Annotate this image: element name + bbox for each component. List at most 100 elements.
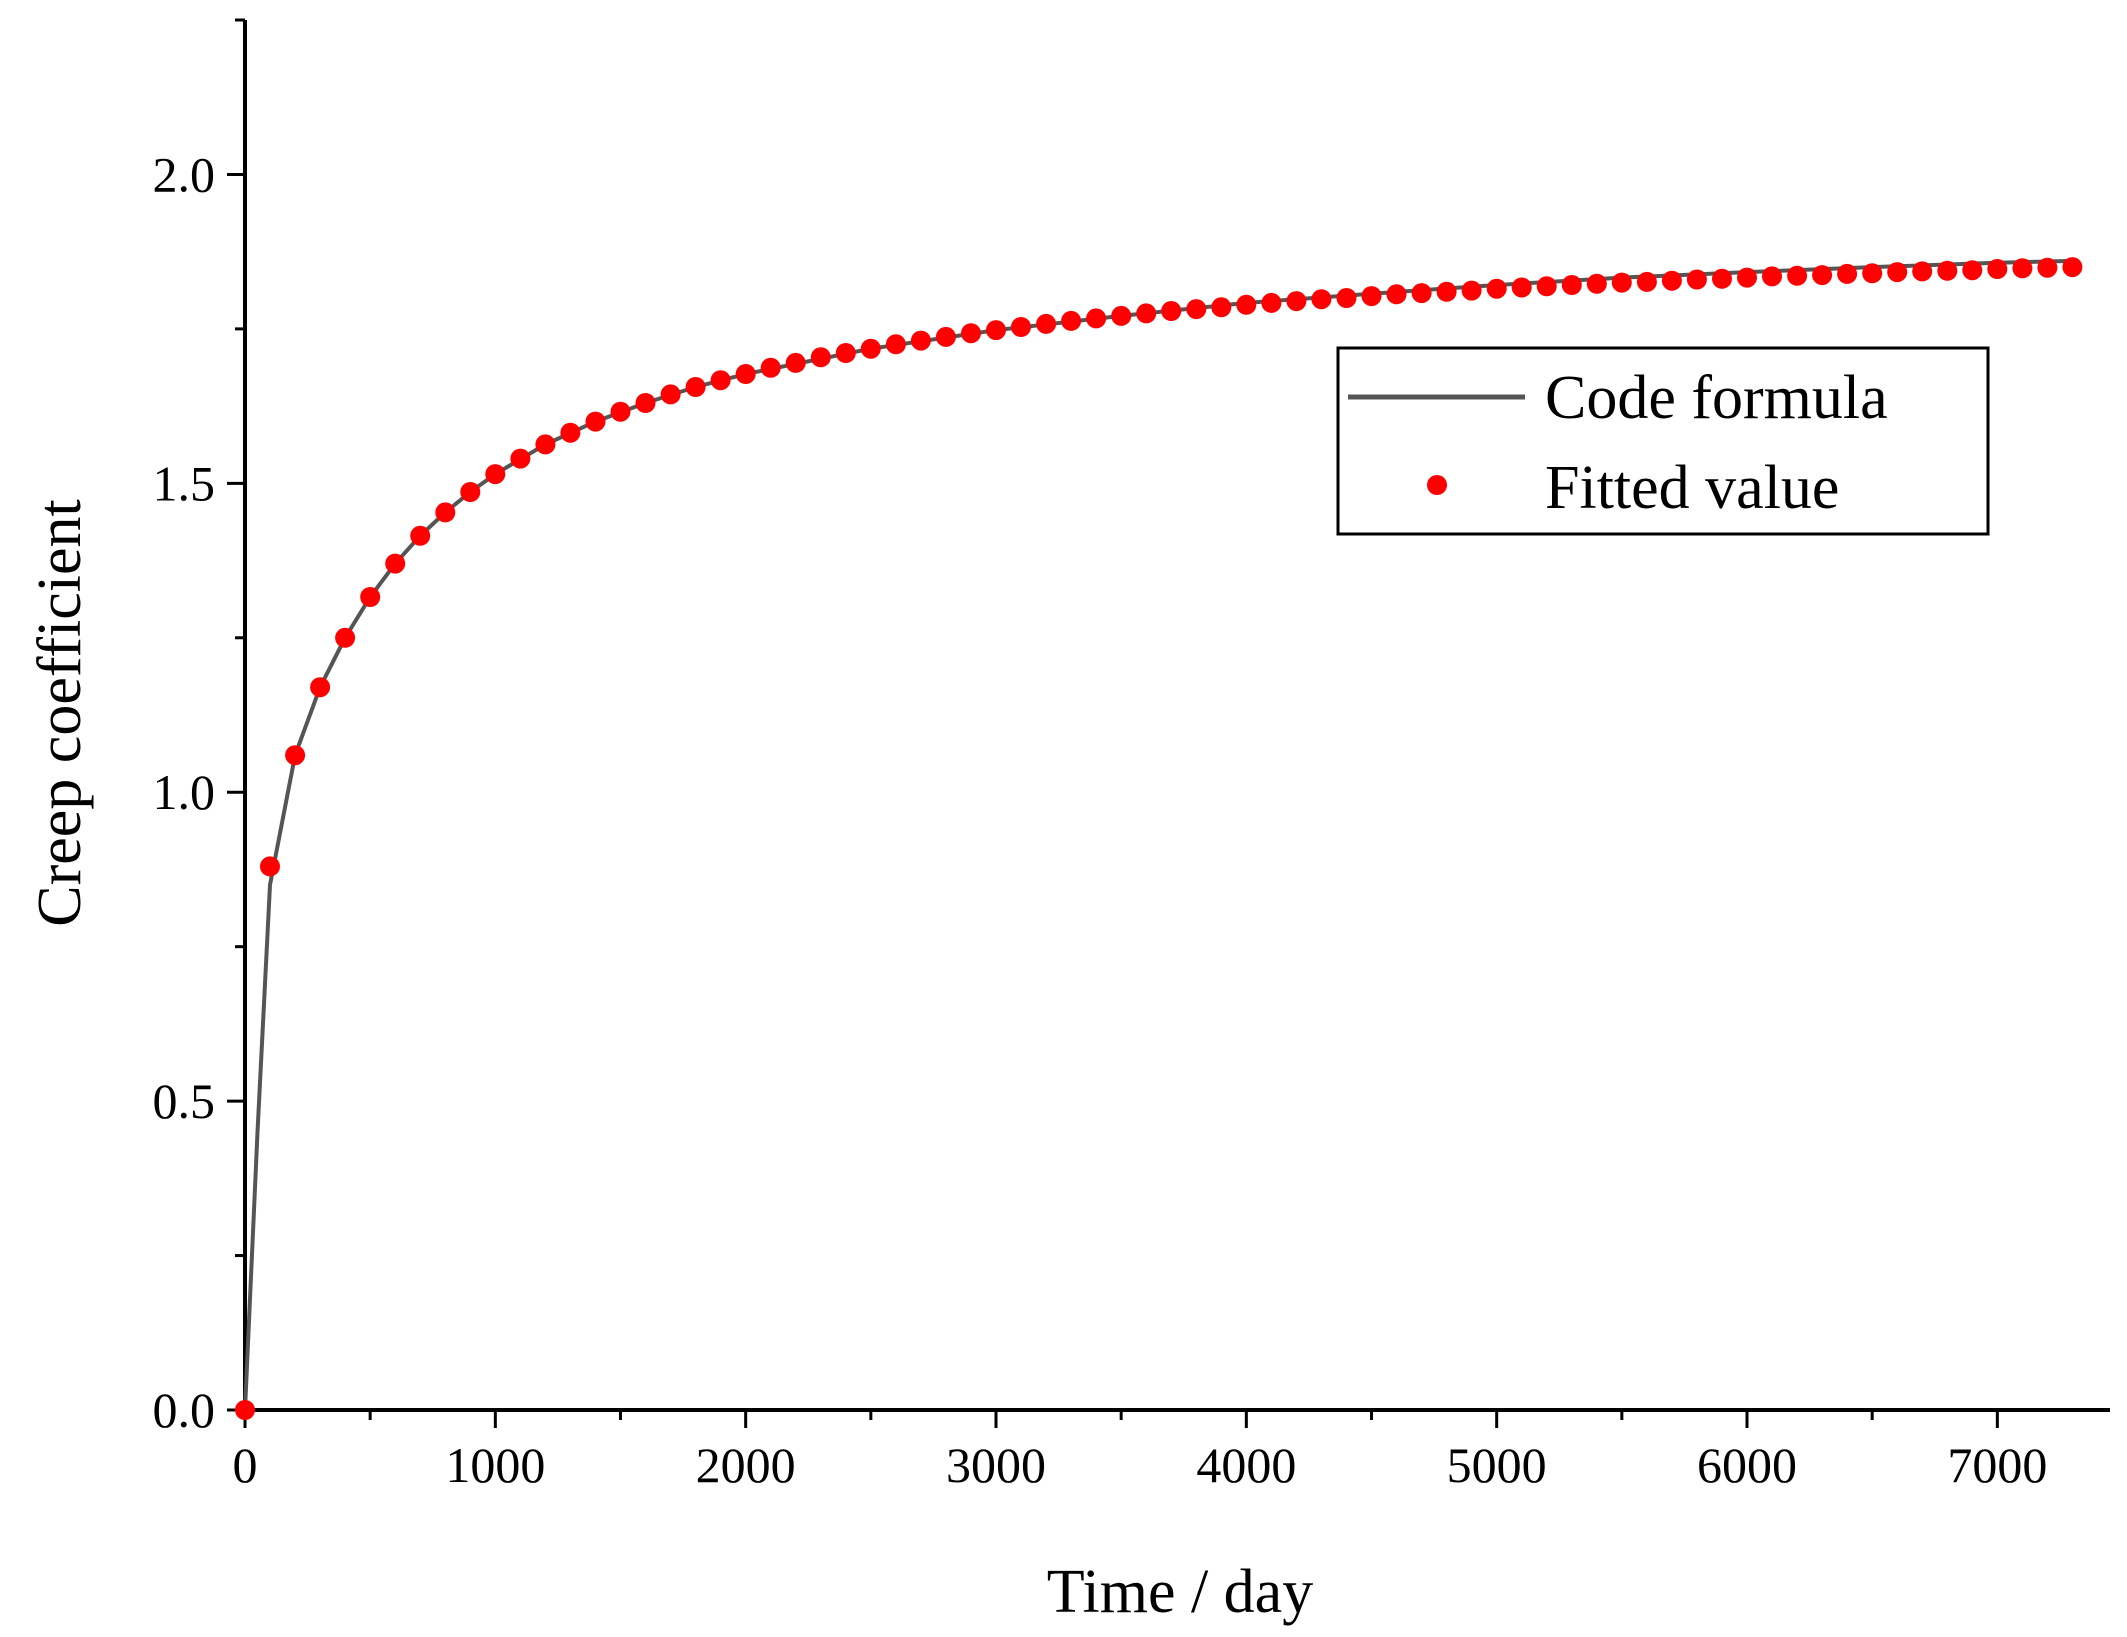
fitted-value-point [1862, 263, 1883, 284]
fitted-value-point [410, 525, 431, 546]
fitted-value-point [685, 377, 706, 397]
fitted-value-point [1311, 289, 1332, 310]
fitted-value-point [1211, 297, 1232, 318]
fitted-value-point [560, 422, 581, 443]
fitted-value-point [1361, 286, 1382, 307]
axes [243, 20, 2110, 1412]
fitted-value-point [1186, 299, 1207, 320]
fitted-value-point [735, 364, 756, 384]
fitted-value-point [1036, 313, 1057, 334]
fitted-value-point [1061, 310, 1082, 331]
x-tick-label: 4000 [1196, 1437, 1296, 1493]
fitted-value-point [1411, 283, 1432, 304]
fitted-value-point [1712, 268, 1732, 289]
fitted-value-point [860, 338, 881, 359]
fitted-value-point [1536, 276, 1557, 297]
fitted-value-point [1286, 291, 1307, 312]
fitted-value-point [935, 326, 956, 347]
y-ticks: 0.0 0.5 1.0 1.5 2.0 [153, 18, 245, 1438]
fitted-value-point [1436, 281, 1457, 302]
x-tick-label: 3000 [946, 1437, 1046, 1493]
fitted-value-point [260, 856, 280, 877]
x-tick-label: 1000 [445, 1437, 545, 1493]
y-axis-title: Creep coefficient [26, 499, 94, 926]
fitted-value-point [2037, 257, 2058, 278]
fitted-value-point [961, 323, 981, 344]
fitted-value-point [835, 343, 856, 363]
fitted-value-point [1812, 265, 1833, 286]
fitted-value-point [360, 587, 381, 607]
fitted-value-point [1136, 303, 1157, 324]
fitted-value-point [1636, 271, 1657, 292]
fitted-value-point [1611, 272, 1632, 293]
fitted-value-point [1236, 294, 1257, 315]
fitted-value-point [1461, 280, 1482, 301]
fitted-value-point [760, 357, 781, 378]
fitted-value-point [1386, 284, 1407, 305]
x-tick-label: 7000 [1947, 1437, 2047, 1493]
fitted-value-point [435, 502, 456, 523]
legend-label-fitted-value: Fitted value [1545, 454, 1839, 522]
fitted-value-point [986, 320, 1006, 341]
fitted-value-point [1937, 260, 1958, 281]
fitted-value-point [660, 384, 681, 405]
fitted-value-point [1962, 260, 1983, 281]
fitted-value-point [285, 745, 306, 766]
fitted-value-point [1837, 263, 1858, 284]
fitted-value-point [910, 330, 931, 351]
fitted-value-point [235, 1400, 255, 1420]
fitted-value-point [310, 677, 331, 698]
fitted-value-point [1887, 262, 1908, 283]
x-tick-label: 6000 [1697, 1437, 1797, 1493]
fitted-value-point [510, 448, 531, 469]
fitted-value-point [1787, 265, 1808, 286]
fitted-value-point [1336, 288, 1357, 308]
fitted-value-point [460, 482, 481, 502]
fitted-value-point [1912, 261, 1933, 282]
y-tick-label: 0.5 [153, 1073, 216, 1129]
fitted-value-point [335, 627, 356, 648]
fitted-value-point [485, 464, 506, 485]
fitted-value-point [1161, 301, 1182, 321]
x-tick-label: 0 [233, 1437, 258, 1493]
fitted-value-point [1086, 308, 1107, 329]
fitted-value-point [785, 352, 806, 373]
x-tick-label: 5000 [1447, 1437, 1547, 1493]
fitted-value-point [585, 411, 606, 432]
fitted-value-point [635, 393, 656, 413]
legend-box [1336, 346, 1990, 536]
fitted-value-point [1561, 275, 1582, 295]
y-tick-label: 1.0 [153, 764, 216, 820]
x-axis-title: Time / day [1047, 1558, 1313, 1626]
x-ticks: 0 1000 2000 3000 4000 5000 6000 7000 [233, 1410, 2047, 1493]
series-fitted-value [235, 257, 2083, 1420]
fitted-value-point [885, 334, 906, 355]
legend-marker-swatch [1427, 475, 1447, 495]
fitted-value-point [1987, 259, 2008, 279]
fitted-value-point [710, 370, 731, 391]
fitted-value-point [810, 347, 831, 368]
fitted-value-point [1511, 277, 1532, 298]
fitted-value-point [385, 553, 406, 574]
y-tick-label: 2.0 [153, 146, 216, 202]
fitted-value-point [1737, 267, 1757, 288]
fitted-value-point [1762, 266, 1782, 287]
fitted-value-point [535, 434, 556, 455]
fitted-value-point [1686, 269, 1707, 290]
fitted-value-point [610, 401, 631, 422]
y-tick-label: 0.0 [153, 1382, 216, 1438]
y-tick-label: 1.5 [153, 455, 216, 511]
x-tick-label: 2000 [696, 1437, 796, 1493]
fitted-value-point [1586, 273, 1607, 294]
fitted-value-point [1486, 278, 1507, 299]
legend-label-code-formula: Code formula [1545, 364, 1888, 432]
legend: Code formula Fitted value [1336, 346, 1990, 536]
fitted-value-point [1661, 270, 1682, 291]
fitted-value-point [1111, 305, 1132, 326]
fitted-value-point [2062, 257, 2083, 278]
fitted-value-point [1261, 292, 1282, 313]
fitted-value-point [1011, 317, 1031, 337]
fitted-value-point [2012, 258, 2033, 279]
